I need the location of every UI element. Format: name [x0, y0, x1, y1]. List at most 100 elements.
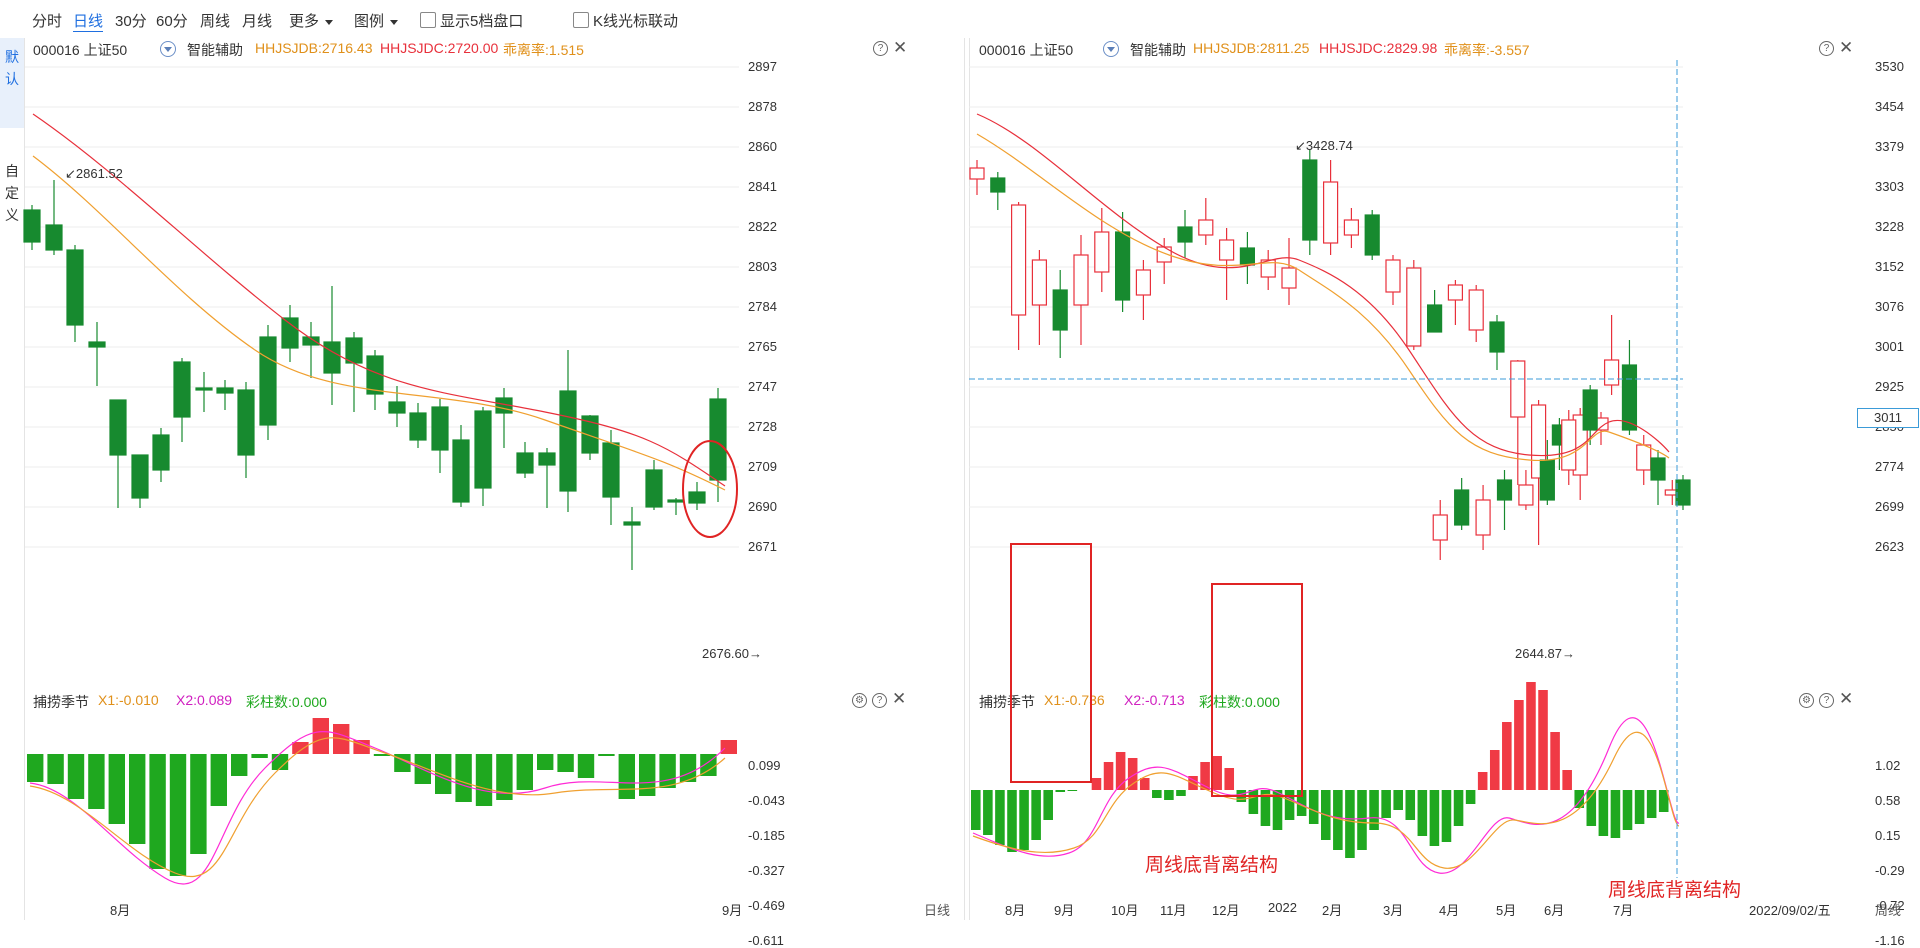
chevron-down-icon [325, 19, 334, 25]
candle-body [259, 336, 277, 426]
period-tab-weekly[interactable]: 周线 [200, 13, 231, 30]
annotation-text-2: 周线底背离结构 [1608, 880, 1742, 901]
period-label: 周线 [1875, 903, 1902, 918]
right-price-tick-label: 3454 [1875, 99, 1904, 114]
close-icon[interactable]: ✕ [1839, 38, 1854, 57]
chevron-down-icon [390, 19, 399, 25]
histogram-bar [1103, 762, 1114, 790]
help-icon[interactable]: ? [873, 41, 888, 56]
histogram-bar [1658, 790, 1669, 812]
left-indicator-chart [27, 718, 737, 885]
candle-body [709, 398, 727, 481]
candle-body [1510, 360, 1526, 418]
sidebar-tab-custom[interactable]: 自定义 [0, 160, 24, 226]
right-price-tick-label: 3001 [1875, 339, 1904, 354]
candle-body [195, 387, 213, 391]
candle-body [1323, 181, 1339, 244]
histogram-bar [639, 754, 656, 796]
x1-value: X1:-0.736 [1044, 692, 1105, 708]
assist-label[interactable]: 智能辅助 [187, 42, 243, 58]
indicator-name: 捕捞季节 [979, 694, 1035, 710]
help-icon[interactable]: ? [1819, 41, 1834, 56]
histogram-bar [1417, 790, 1428, 836]
histogram-bar [1127, 758, 1138, 790]
close-icon[interactable]: ✕ [892, 689, 907, 708]
x-label-aug: 8月 [110, 903, 131, 918]
help-icon[interactable]: ? [1819, 693, 1834, 708]
candle-body [1650, 457, 1666, 481]
show-5-level-label: 显示5档盘口 [440, 13, 524, 30]
x-tick-label: 2022 [1268, 900, 1297, 915]
candle-body [1518, 484, 1534, 506]
more-label: 更多 [289, 13, 320, 30]
more-dropdown[interactable]: 更多 [289, 10, 334, 31]
x-tick-label: 11月 [1160, 903, 1187, 918]
dropdown-icon[interactable] [160, 41, 176, 57]
panel-divider[interactable] [964, 38, 970, 920]
histogram-bar [373, 754, 391, 756]
left-price-tick-label: 2784 [748, 299, 777, 314]
help-icon[interactable]: ? [872, 693, 887, 708]
legend-dropdown[interactable]: 图例 [354, 10, 399, 31]
histogram-bar [1405, 790, 1416, 820]
show-5-level-checkbox[interactable]: 显示5档盘口 [420, 10, 523, 31]
x-tick-label: 7月 [1613, 903, 1634, 918]
period-tab-30min[interactable]: 30分 [115, 13, 147, 30]
ma-short-line [32, 155, 726, 491]
histogram-bar [1489, 750, 1500, 790]
right-panel: 000016 上证50 智能辅助 HHJSJDB:2811.25 HHJSJDC… [969, 38, 1920, 948]
kline-link-label: K线光标联动 [593, 13, 679, 30]
right-indicator-tick-label: 0.58 [1875, 793, 1901, 808]
candle-body [281, 317, 299, 349]
sidebar-tab-default[interactable]: 默认 [0, 38, 24, 128]
histogram-bar [1284, 790, 1295, 820]
bars-count-value: 彩柱数:0.000 [1199, 694, 1280, 710]
period-tab-daily[interactable]: 日线 [73, 10, 104, 32]
settings-icon[interactable]: ⚙ [1799, 693, 1814, 708]
histogram-bar [88, 754, 105, 809]
dea-line [972, 731, 1680, 869]
candle-body [1432, 514, 1448, 541]
hhjsjdc-value: HHJSJDC:2829.98 [1319, 40, 1438, 56]
left-candlestick-chart [23, 66, 739, 570]
dropdown-icon[interactable] [1103, 41, 1119, 57]
histogram-bar [1212, 756, 1222, 790]
candle-body [1603, 359, 1620, 386]
right-price-tick-label: 3076 [1875, 299, 1904, 314]
histogram-bar [47, 754, 64, 784]
right-price-tick-label: 2925 [1875, 379, 1904, 394]
histogram-bar [435, 754, 452, 794]
candle-body [645, 469, 663, 508]
period-tab-minute[interactable]: 分时 [32, 13, 63, 30]
checkbox-icon [573, 12, 589, 28]
settings-icon[interactable]: ⚙ [852, 693, 867, 708]
candle-body [173, 361, 191, 418]
left-indicator-tick-label: 0.099 [748, 758, 781, 773]
kline-link-checkbox[interactable]: K线光标联动 [573, 10, 678, 31]
candle-body [581, 415, 599, 454]
histogram-bar [1152, 790, 1162, 798]
candle-body [237, 389, 255, 456]
period-tab-monthly[interactable]: 月线 [242, 13, 273, 30]
stock-code-label: 000016 上证50 [33, 42, 128, 58]
left-price-tick-label: 2747 [748, 379, 777, 394]
x-tick-label: 9月 [1054, 903, 1075, 918]
close-icon[interactable]: ✕ [1839, 689, 1854, 708]
histogram-bar [292, 742, 309, 754]
candle-body [131, 454, 149, 499]
histogram-bar [1646, 790, 1657, 818]
high-price-value: 3428.74 [1305, 138, 1353, 153]
histogram-bar [1031, 790, 1041, 840]
assist-label[interactable]: 智能辅助 [1130, 42, 1186, 58]
sidebar-tab-default-label: 默认 [5, 49, 19, 87]
x-tick-label: 8月 [1005, 903, 1026, 918]
divergence-value: 乖离率:1.515 [503, 42, 584, 58]
histogram-bar [169, 754, 187, 876]
histogram-bar [251, 754, 268, 758]
candle-body [1539, 459, 1555, 501]
close-icon[interactable]: ✕ [893, 38, 908, 57]
candle-body [388, 401, 406, 414]
period-tab-60min[interactable]: 60分 [156, 13, 188, 30]
candle-body [1582, 389, 1598, 431]
x-tick-label: 5月 [1496, 903, 1517, 918]
